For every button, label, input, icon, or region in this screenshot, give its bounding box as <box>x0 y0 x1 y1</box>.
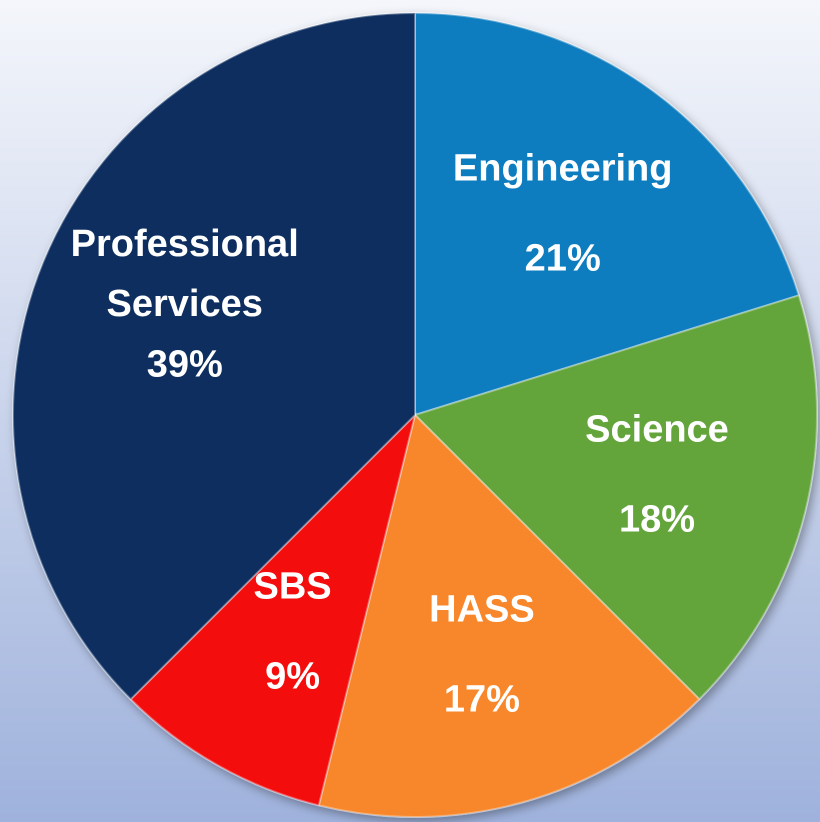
slice-name: Engineering <box>452 147 673 190</box>
slice-value: 17% <box>443 678 520 721</box>
pie-slice <box>12 11 416 701</box>
pie-slice <box>413 294 818 701</box>
slice-name: SBS <box>253 565 332 608</box>
slice-value: 18% <box>618 498 696 541</box>
slice-value: 21% <box>524 237 601 280</box>
pie-slice <box>129 411 417 807</box>
slice-name: Science <box>585 408 729 451</box>
pie-slice <box>317 413 701 818</box>
slice-value: 9% <box>265 655 320 698</box>
slices <box>12 11 818 818</box>
slice-value: 39% <box>146 343 223 386</box>
pie-slice <box>414 11 801 417</box>
slice-name: Professional Services <box>70 222 299 326</box>
slice-name: HASS <box>429 588 535 631</box>
